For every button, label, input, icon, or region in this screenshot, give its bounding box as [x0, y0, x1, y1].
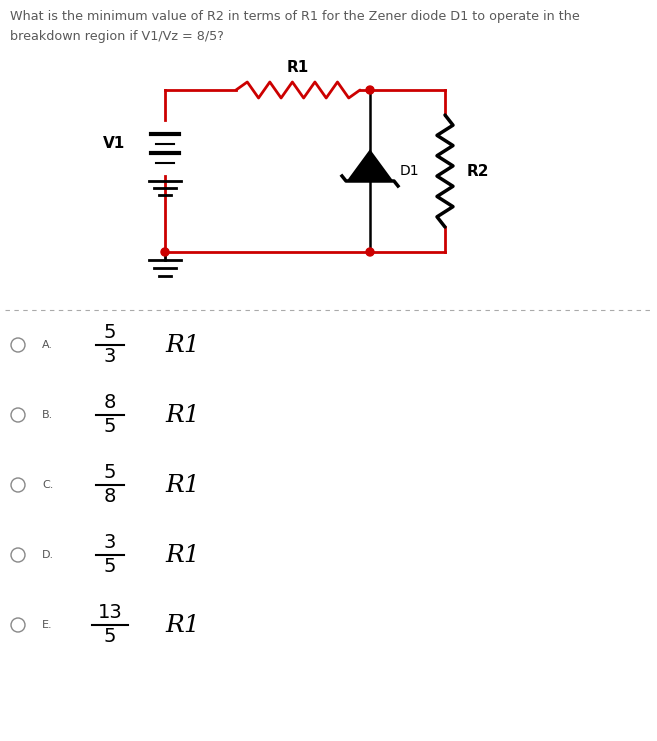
Circle shape	[366, 86, 374, 94]
Text: 5: 5	[104, 324, 116, 342]
Text: 5: 5	[104, 417, 116, 436]
Circle shape	[11, 548, 25, 562]
Circle shape	[11, 408, 25, 422]
Text: 5: 5	[104, 557, 116, 576]
Text: What is the minimum value of R2 in terms of R1 for the Zener diode D1 to operate: What is the minimum value of R2 in terms…	[10, 10, 579, 23]
Text: 3: 3	[104, 348, 116, 367]
Circle shape	[11, 478, 25, 492]
Text: R1: R1	[165, 333, 200, 356]
Text: D1: D1	[400, 164, 420, 178]
Text: R1: R1	[165, 543, 200, 567]
Text: V1: V1	[102, 136, 125, 150]
Text: R1: R1	[165, 404, 200, 427]
Text: R1: R1	[165, 614, 200, 637]
Text: 3: 3	[104, 534, 116, 553]
Text: E.: E.	[42, 620, 53, 630]
Text: R1: R1	[287, 61, 309, 76]
Circle shape	[366, 248, 374, 256]
Circle shape	[11, 338, 25, 352]
Text: R1: R1	[165, 473, 200, 496]
Text: D.: D.	[42, 550, 54, 560]
Polygon shape	[348, 151, 392, 181]
Text: B.: B.	[42, 410, 53, 420]
Text: 8: 8	[104, 393, 116, 413]
Text: R2: R2	[467, 164, 489, 179]
Text: A.: A.	[42, 340, 53, 350]
Circle shape	[161, 248, 169, 256]
Text: 5: 5	[104, 628, 116, 646]
Text: 5: 5	[104, 464, 116, 482]
Text: C.: C.	[42, 480, 53, 490]
Circle shape	[11, 618, 25, 632]
Text: breakdown region if V1/Vz = 8/5?: breakdown region if V1/Vz = 8/5?	[10, 30, 224, 43]
Text: 13: 13	[98, 603, 122, 622]
Text: 8: 8	[104, 488, 116, 507]
